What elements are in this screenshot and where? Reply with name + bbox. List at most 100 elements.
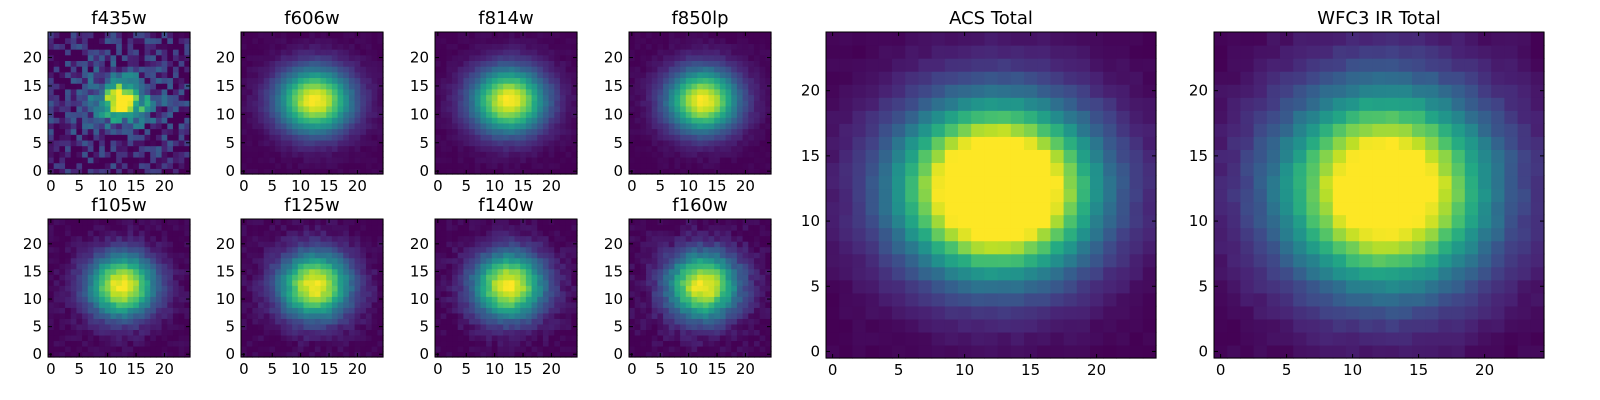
heatmap-cell [446, 122, 453, 130]
heatmap-cell [365, 257, 373, 264]
heatmap-cell [440, 235, 447, 242]
heatmap-cell [127, 37, 134, 44]
heatmap-cell [497, 230, 504, 237]
heatmap-cell [497, 252, 504, 259]
heatmap-cell [571, 128, 578, 135]
heatmap-cell [531, 334, 538, 342]
heatmap-cell [110, 246, 117, 253]
heatmap-cell [514, 246, 521, 253]
heatmap-cell [326, 296, 333, 303]
heatmap-cell [377, 117, 384, 124]
heatmap-cell [184, 290, 191, 297]
x-tick-label: 0 [239, 177, 249, 195]
heatmap-cell [531, 145, 538, 152]
heatmap-cell [144, 94, 151, 101]
x-tick-label: 20 [348, 177, 367, 195]
heatmap-cell [110, 71, 117, 79]
heatmap-cell [172, 43, 180, 50]
heatmap-cell [486, 168, 493, 175]
heatmap-cell [736, 340, 744, 347]
heatmap-cell [116, 111, 123, 118]
heatmap-cell [172, 257, 180, 264]
heatmap-cell [571, 246, 578, 253]
heatmap-cell [155, 37, 163, 44]
heatmap-cell [138, 323, 146, 330]
heatmap-cell [674, 307, 681, 314]
heatmap-cell [435, 128, 442, 135]
heatmap-cell [104, 94, 112, 101]
heatmap-cell [65, 274, 72, 281]
heatmap-cell [87, 334, 95, 342]
heatmap-cell [463, 162, 470, 169]
heatmap-cell [263, 301, 270, 308]
heatmap-cell [167, 83, 174, 90]
heatmap-cell [708, 145, 715, 152]
heatmap-cell [646, 94, 653, 101]
heatmap-cell [554, 318, 561, 325]
heatmap-cell [343, 122, 350, 130]
heatmap-cell [457, 285, 464, 292]
heatmap-cell [167, 151, 174, 158]
heatmap-cell [76, 285, 83, 292]
heatmap-cell [640, 111, 647, 118]
heatmap-cell [759, 329, 766, 336]
heatmap-cell [559, 312, 567, 319]
heatmap-cell [320, 246, 327, 253]
heatmap-cell [469, 257, 476, 264]
heatmap-cell [480, 122, 487, 130]
heatmap-cell [640, 83, 647, 90]
heatmap-cell [292, 268, 299, 275]
x-tick-label: 5 [461, 177, 471, 195]
heatmap-cell [440, 241, 447, 248]
heatmap-cell [457, 230, 464, 237]
heatmap-cell [133, 145, 140, 152]
heatmap-cell [742, 134, 749, 141]
heatmap-cell [178, 345, 185, 353]
heatmap-cell [725, 111, 732, 118]
heatmap-cell [537, 257, 544, 264]
heatmap-cell [53, 285, 60, 292]
heatmap-cell [337, 162, 344, 169]
heatmap-cell [241, 334, 248, 342]
heatmap-cell [354, 162, 361, 169]
heatmap-cell [663, 111, 670, 118]
heatmap-cell [53, 312, 60, 319]
heatmap-cell [674, 323, 681, 330]
heatmap-cell [172, 37, 180, 44]
heatmap-cell [263, 88, 270, 96]
heatmap-cell [571, 60, 578, 67]
heatmap-cell [629, 128, 636, 135]
heatmap-cell [326, 290, 333, 297]
heatmap-cell [82, 296, 89, 303]
heatmap-cell [280, 122, 288, 130]
heatmap-cell [93, 296, 100, 303]
heatmap-cell [503, 235, 510, 242]
heatmap-cell [674, 312, 681, 319]
heatmap-cell [161, 100, 168, 107]
heatmap-cell [708, 151, 715, 158]
heatmap-cell [150, 117, 157, 124]
heatmap-cell [252, 351, 259, 358]
heatmap-cell [457, 224, 464, 231]
heatmap-cell [491, 279, 499, 286]
heatmap-cell [640, 128, 647, 135]
heatmap-cell [657, 43, 664, 50]
heatmap-cell [742, 122, 749, 130]
heatmap-cell [697, 279, 704, 286]
heatmap-cell [446, 296, 453, 303]
heatmap-cell [719, 156, 727, 164]
heatmap-cell [144, 156, 151, 164]
heatmap-cell [497, 235, 504, 242]
heatmap-cell [697, 162, 704, 169]
heatmap-cell [252, 279, 259, 286]
heatmap-cell [725, 128, 732, 135]
heatmap-cell [668, 111, 676, 118]
heatmap-cell [76, 151, 83, 158]
heatmap-cell [435, 105, 442, 113]
heatmap-cell [520, 329, 527, 336]
heatmap-cell [70, 329, 77, 336]
heatmap-cell [172, 117, 180, 124]
heatmap-cell [697, 54, 704, 61]
heatmap-cell [87, 37, 95, 44]
heatmap-cell [446, 88, 453, 96]
